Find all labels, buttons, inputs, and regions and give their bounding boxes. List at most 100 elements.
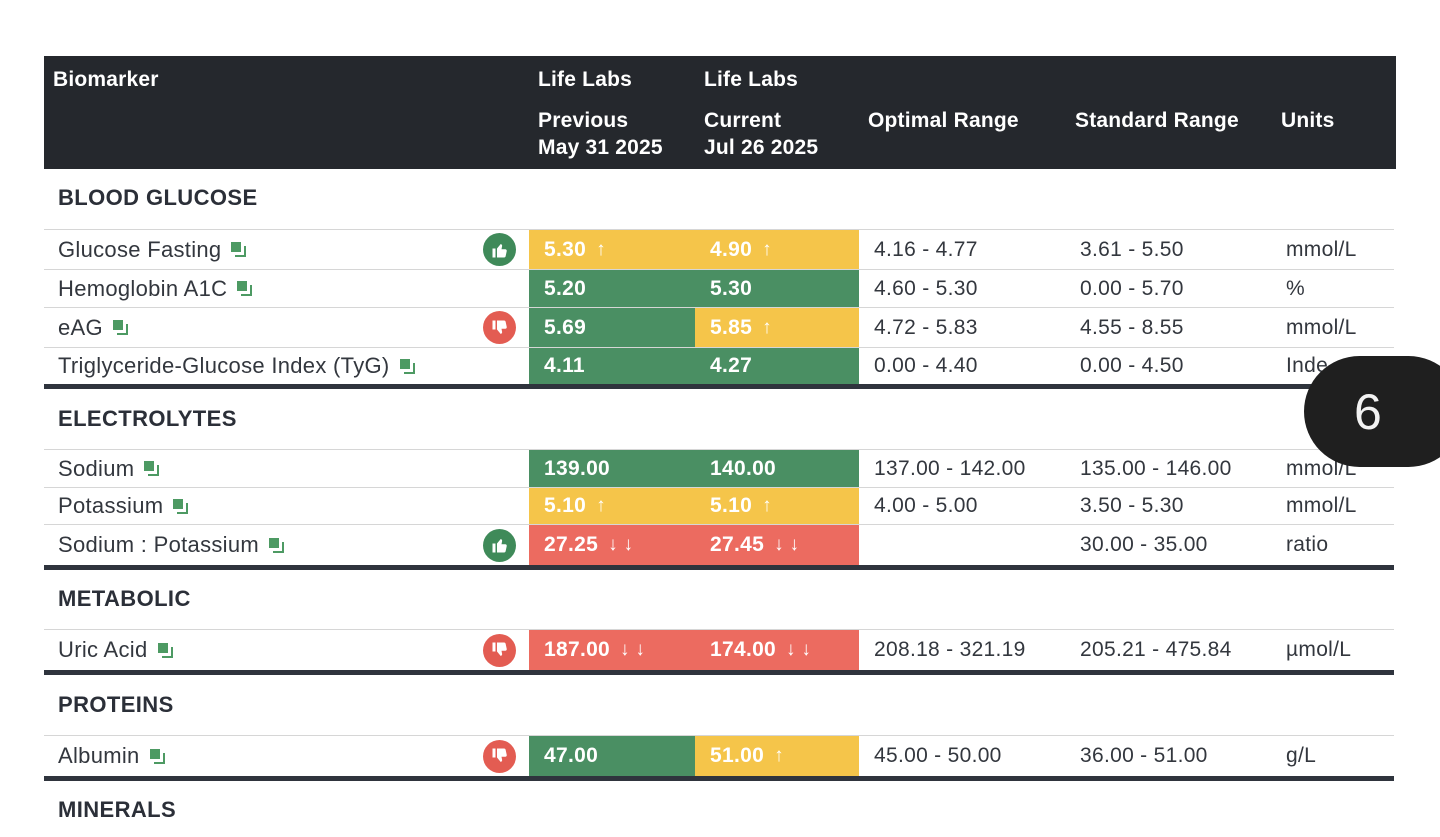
- previous-value: 4.11: [529, 348, 695, 384]
- table-row[interactable]: Potassium 5.10 ↑ 5.10 ↑ 4.00 - 5.00 3.50 -…: [44, 488, 1396, 524]
- standard-range: 3.50 - 5.30: [1080, 494, 1184, 517]
- header-biomarker: Biomarker: [53, 68, 159, 91]
- copy-icon[interactable]: [399, 358, 415, 374]
- units: Inde: [1286, 354, 1329, 377]
- current-value: 27.45 ↓ ↓: [695, 525, 859, 565]
- standard-range: 3.61 - 5.50: [1080, 237, 1184, 261]
- current-value: 4.90 ↑: [695, 230, 859, 269]
- section-proteins: PROTEINS: [58, 692, 174, 717]
- thumbs-down-icon[interactable]: [483, 739, 516, 773]
- section-divider: [44, 670, 1394, 675]
- previous-value: 187.00 ↓ ↓: [529, 630, 695, 670]
- optimal-range: 45.00 - 50.00: [874, 744, 1002, 767]
- units: mmol/L: [1286, 494, 1357, 517]
- table-row[interactable]: Triglyceride-Glucose Index (TyG) 4.11 4.…: [44, 348, 1396, 384]
- biomarker-name[interactable]: Hemoglobin A1C: [58, 270, 253, 307]
- previous-value: 5.10 ↑: [529, 488, 695, 524]
- header-prev-date: May 31 2025: [538, 136, 663, 159]
- units: mmol/L: [1286, 315, 1357, 339]
- standard-range: 135.00 - 146.00: [1080, 456, 1232, 480]
- row-divider: [44, 449, 1394, 450]
- optimal-range: 4.60 - 5.30: [874, 276, 978, 300]
- page-number-badge[interactable]: 6: [1304, 356, 1440, 467]
- thumbs-up-icon[interactable]: [483, 233, 516, 266]
- table-row[interactable]: Uric Acid 187.00 ↓ ↓ 174.00 ↓ ↓ 208.18 - 3…: [44, 630, 1396, 670]
- copy-icon[interactable]: [173, 498, 189, 514]
- copy-icon[interactable]: [157, 642, 173, 658]
- standard-range: 0.00 - 4.50: [1080, 354, 1184, 377]
- header-units: Units: [1281, 109, 1335, 132]
- previous-value: 5.20: [529, 270, 695, 307]
- biomarker-name[interactable]: Uric Acid: [58, 630, 173, 670]
- biomarker-name[interactable]: Sodium: [58, 450, 160, 487]
- standard-range: 4.55 - 8.55: [1080, 315, 1184, 339]
- current-value: 5.10 ↑: [695, 488, 859, 524]
- standard-range: 205.21 - 475.84: [1080, 638, 1232, 661]
- optimal-range: 4.72 - 5.83: [874, 315, 978, 339]
- table-row[interactable]: Hemoglobin A1C 5.20 5.30 4.60 - 5.30 0.0…: [44, 270, 1396, 307]
- thumbs-up-icon[interactable]: [483, 528, 516, 562]
- row-divider: [44, 347, 1394, 348]
- current-value: 140.00: [695, 450, 859, 487]
- table-header: Biomarker Life Labs Previous May 31 2025…: [44, 56, 1396, 169]
- table-row[interactable]: Sodium 139.00 140.00 137.00 - 142.00 135…: [44, 450, 1396, 487]
- thumbs-down-icon[interactable]: [483, 311, 516, 344]
- section-divider: [44, 384, 1394, 389]
- page-number: 6: [1354, 383, 1382, 440]
- optimal-range: 208.18 - 321.19: [874, 638, 1026, 661]
- thumbs-down-icon[interactable]: [483, 633, 516, 667]
- current-value: 174.00 ↓ ↓: [695, 630, 859, 670]
- row-divider: [44, 629, 1394, 630]
- table-row[interactable]: Sodium : Potassium 27.25 ↓ ↓ 27.45 ↓ ↓ 30.…: [44, 525, 1396, 565]
- copy-icon[interactable]: [269, 537, 285, 553]
- standard-range: 30.00 - 35.00: [1080, 533, 1208, 556]
- optimal-range: 137.00 - 142.00: [874, 456, 1026, 480]
- biomarker-name[interactable]: Triglyceride-Glucose Index (TyG): [58, 348, 415, 384]
- biomarker-name[interactable]: Glucose Fasting: [58, 230, 247, 269]
- standard-range: 36.00 - 51.00: [1080, 744, 1208, 767]
- biomarker-name[interactable]: Albumin: [58, 736, 165, 776]
- previous-value: 5.69: [529, 308, 695, 347]
- optimal-range: 4.00 - 5.00: [874, 494, 978, 517]
- biomarker-name[interactable]: eAG: [58, 308, 128, 347]
- section-divider: [44, 776, 1394, 781]
- header-prev-lab: Life Labs: [538, 68, 632, 91]
- section-blood-glucose: BLOOD GLUCOSE: [58, 185, 258, 210]
- units: g/L: [1286, 744, 1317, 767]
- header-standard-range: Standard Range: [1075, 109, 1239, 132]
- row-divider: [44, 307, 1394, 308]
- biomarker-name[interactable]: Potassium: [58, 488, 189, 524]
- copy-icon[interactable]: [237, 281, 253, 296]
- units: ratio: [1286, 533, 1329, 556]
- header-optimal-range: Optimal Range: [868, 109, 1019, 132]
- section-electrolytes: ELECTROLYTES: [58, 406, 237, 431]
- biomarker-name[interactable]: Sodium : Potassium: [58, 525, 285, 565]
- header-curr-label: Current: [704, 109, 782, 132]
- row-divider: [44, 229, 1394, 230]
- units: %: [1286, 276, 1305, 300]
- current-value: 5.30: [695, 270, 859, 307]
- header-curr-lab: Life Labs: [704, 68, 798, 91]
- header-prev-label: Previous: [538, 109, 629, 132]
- table-row[interactable]: Albumin 47.00 51.00 ↑ 45.00 - 50.00 36.00…: [44, 736, 1396, 776]
- copy-icon[interactable]: [112, 320, 128, 335]
- previous-value: 47.00: [529, 736, 695, 776]
- copy-icon[interactable]: [149, 748, 165, 764]
- optimal-range: 0.00 - 4.40: [874, 354, 978, 377]
- section-metabolic: METABOLIC: [58, 586, 191, 611]
- units: mmol/L: [1286, 237, 1357, 261]
- table-row[interactable]: eAG 5.69 5.85 ↑ 4.72 - 5.83 4.55 - 8.55 m…: [44, 308, 1396, 347]
- section-minerals: MINERALS: [58, 797, 177, 822]
- row-divider: [44, 735, 1394, 736]
- current-value: 5.85 ↑: [695, 308, 859, 347]
- previous-value: 27.25 ↓ ↓: [529, 525, 695, 565]
- standard-range: 0.00 - 5.70: [1080, 276, 1184, 300]
- table-row[interactable]: Glucose Fasting 5.30 ↑ 4.90 ↑ 4.16 - 4.77 …: [44, 230, 1396, 269]
- row-divider: [44, 269, 1394, 270]
- copy-icon[interactable]: [231, 242, 247, 257]
- previous-value: 5.30 ↑: [529, 230, 695, 269]
- copy-icon[interactable]: [144, 461, 160, 476]
- header-curr-date: Jul 26 2025: [704, 136, 819, 159]
- row-divider: [44, 487, 1394, 488]
- current-value: 4.27: [695, 348, 859, 384]
